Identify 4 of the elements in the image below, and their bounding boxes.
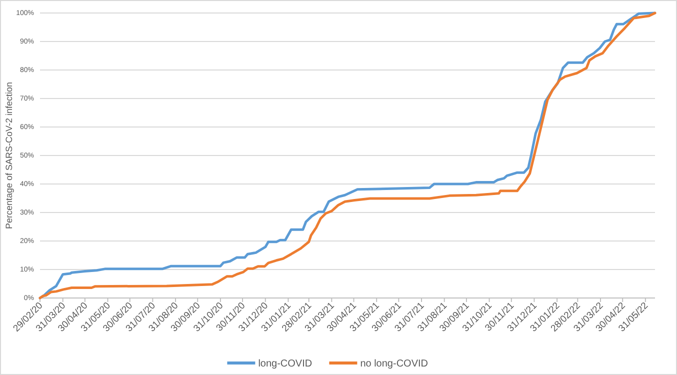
y-axis-title: Percentage of SARS-CoV-2 infection [4,82,14,230]
legend-label: long-COVID [258,358,312,370]
line-series [38,12,656,300]
legend-label: no long-COVID [360,358,428,370]
